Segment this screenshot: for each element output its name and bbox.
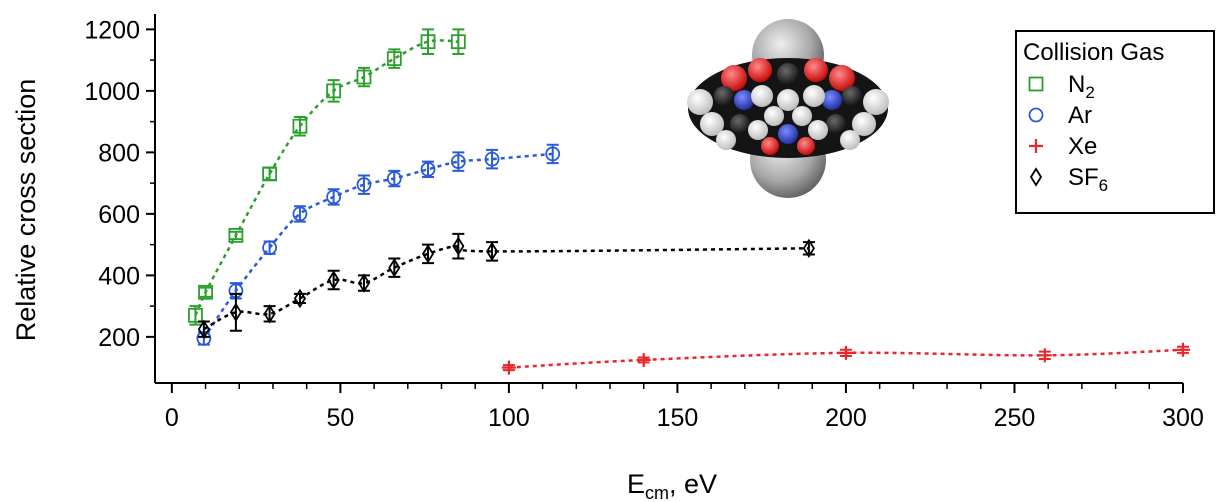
- axes: 200 400 600 800 1000 1200 0 50 100 150 200 250 300: [84, 14, 1204, 432]
- fit-line-ar: [202, 152, 553, 340]
- data-point-diamond: [1029, 167, 1043, 187]
- x-axis-label: Ecm, eV: [627, 469, 717, 502]
- legend-box: [1015, 30, 1215, 214]
- error-bar: [293, 292, 306, 305]
- data-point-diamond: [452, 236, 465, 256]
- data-markers: [188, 28, 1190, 375]
- error-bar: [229, 230, 242, 241]
- x-axis-label-suffix: , eV: [669, 469, 717, 499]
- y-tick-label: 400: [98, 262, 140, 290]
- error-bar: [263, 166, 276, 182]
- data-point-diamond: [293, 288, 306, 309]
- x-tick-label: 150: [657, 404, 699, 432]
- error-bar: [388, 169, 401, 188]
- legend-label-main: SF: [1068, 164, 1099, 191]
- data-point-diamond: [485, 241, 499, 262]
- data-point-square: [326, 83, 342, 99]
- data-point-diamond: [421, 244, 435, 264]
- data-point-plus: [1176, 342, 1190, 357]
- data-point-circle: [420, 161, 436, 177]
- x-tick-label: 50: [326, 404, 354, 432]
- error-bar: [422, 28, 435, 55]
- legend-label: Ar: [1068, 102, 1092, 129]
- legend-label-subscript: 6: [1099, 176, 1108, 195]
- data-point-diamond: [263, 304, 276, 324]
- y-tick-label: 200: [98, 324, 140, 352]
- data-point-diamond: [327, 270, 340, 290]
- data-point-square: [420, 34, 436, 50]
- data-point-diamond: [229, 302, 242, 322]
- data-point-circle: [292, 206, 308, 222]
- legend-label-main: Xe: [1068, 133, 1097, 160]
- x-axis-label-main: E: [627, 469, 645, 499]
- x-axis-label-subscript: cm: [645, 483, 669, 502]
- data-point-square: [386, 51, 402, 66]
- data-point-circle: [484, 151, 500, 167]
- molecule-model-image: [687, 19, 889, 198]
- data-point-diamond: [357, 273, 371, 293]
- data-point-diamond: [197, 319, 210, 339]
- x-tick-label: 300: [1162, 404, 1204, 432]
- data-point-circle: [356, 177, 372, 193]
- legend-label: Xe: [1068, 133, 1097, 160]
- data-point-diamond: [388, 257, 401, 278]
- data-point-diamond: [802, 238, 815, 259]
- y-axis-label: Relative cross section: [11, 79, 41, 342]
- legend-label-subscript: 2: [1085, 83, 1094, 102]
- data-point-circle: [386, 171, 402, 186]
- x-tick-label: 250: [994, 404, 1036, 432]
- y-tick-label: 800: [98, 139, 140, 167]
- legend-title: Collision Gas: [1023, 39, 1164, 66]
- data-point-circle: [1028, 107, 1044, 123]
- y-tick-label: 1200: [84, 16, 140, 44]
- data-point-circle: [326, 189, 342, 205]
- data-point-plus: [1029, 139, 1043, 153]
- fit-line-n2: [194, 39, 459, 316]
- error-bar: [452, 28, 465, 55]
- y-tick-label: 1000: [84, 78, 140, 106]
- fit-line-sf6: [203, 244, 809, 331]
- data-point-square: [1028, 76, 1044, 92]
- data-point-plus: [636, 352, 651, 367]
- error-bar: [327, 79, 340, 103]
- data-point-square: [356, 69, 372, 85]
- data-point-square: [228, 227, 244, 243]
- legend-label-main: N: [1068, 71, 1085, 98]
- data-point-circle: [545, 146, 561, 162]
- error-bar: [229, 292, 242, 332]
- error-bar: [293, 205, 306, 223]
- legend-label: SF6: [1068, 164, 1108, 195]
- data-point-square: [450, 34, 466, 50]
- data-point-plus: [1037, 348, 1052, 363]
- data-point-circle: [450, 154, 466, 170]
- data-point-square: [188, 307, 203, 323]
- legend-label-main: Ar: [1068, 102, 1092, 129]
- y-tick-label: 600: [98, 201, 140, 229]
- data-point-plus: [501, 360, 516, 375]
- error-bar: [327, 188, 340, 206]
- data-point-circle: [262, 240, 277, 256]
- data-point-square: [262, 166, 277, 182]
- x-tick-label: 200: [825, 404, 867, 432]
- legend-label: N2: [1068, 71, 1095, 102]
- error-bar: [802, 241, 815, 256]
- x-tick-label: 0: [165, 404, 179, 432]
- error-bar: [199, 286, 212, 298]
- x-tick-label: 100: [488, 404, 530, 432]
- error-bar: [422, 160, 435, 178]
- data-point-plus: [838, 345, 853, 360]
- data-point-square: [198, 284, 213, 300]
- data-point-square: [292, 118, 308, 134]
